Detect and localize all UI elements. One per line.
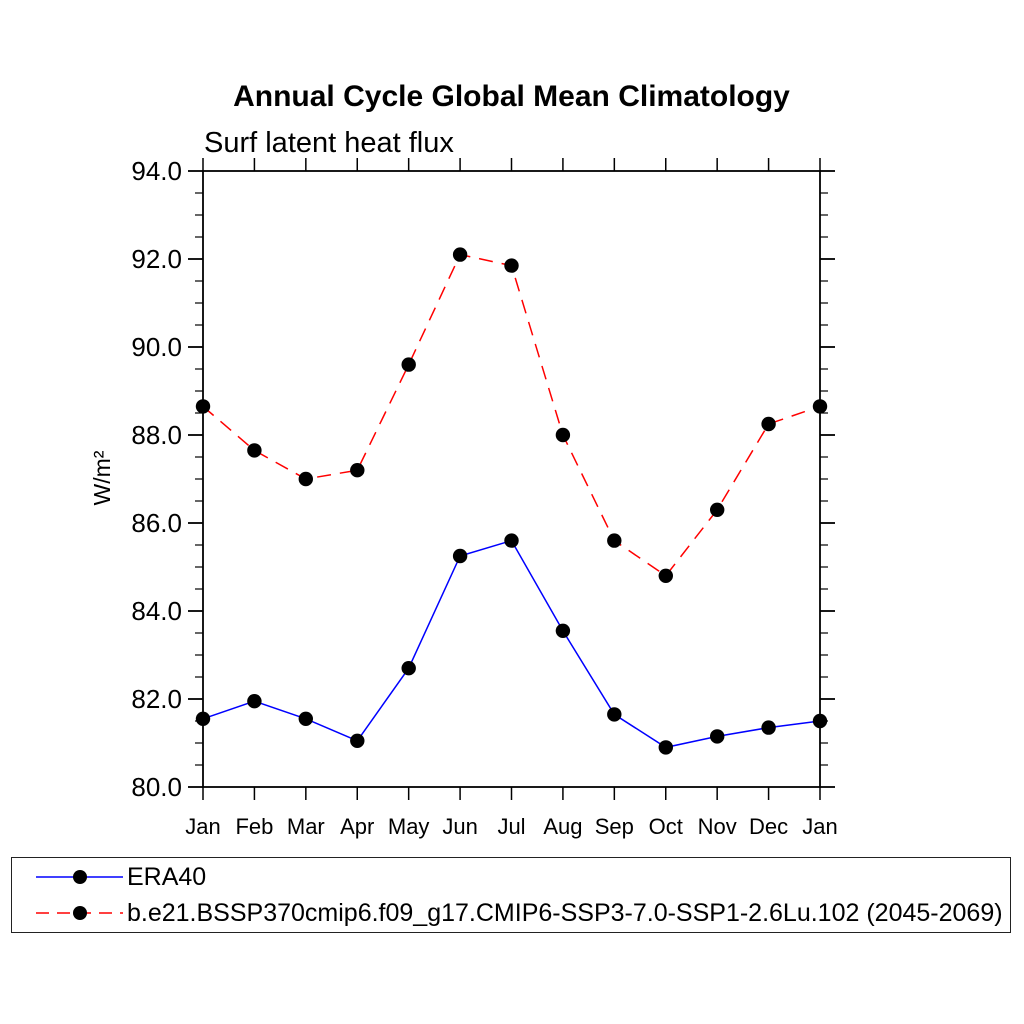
chart-title: Annual Cycle Global Mean Climatology	[233, 80, 790, 113]
x-axis-month-label: Nov	[698, 814, 737, 839]
data-point-marker	[452, 247, 468, 262]
y-axis-tick-label: 94.0	[131, 156, 182, 186]
x-axis-month-label: May	[388, 814, 430, 839]
data-point-marker	[761, 416, 776, 432]
y-axis-tick-label: 90.0	[131, 332, 182, 362]
x-axis-month-label: Jan	[802, 814, 837, 839]
data-point-marker	[350, 733, 365, 748]
data-point-marker	[658, 568, 673, 583]
chart-subtitle: Surf latent heat flux	[204, 127, 454, 159]
data-point-marker	[298, 711, 313, 726]
legend-item-era40: ERA40	[24, 863, 1010, 891]
data-point-marker	[710, 502, 725, 517]
data-point-marker	[710, 729, 725, 744]
data-point-marker	[401, 661, 416, 676]
legend-marker-icon	[73, 870, 87, 884]
data-point-marker	[401, 357, 416, 372]
y-axis-tick-label: 88.0	[131, 420, 182, 450]
data-point-marker	[247, 443, 262, 458]
x-axis-month-label: Jul	[497, 814, 525, 839]
legend: ERA40 b.e21.BSSP370cmip6.f09_g17.CMIP6-S…	[11, 857, 1011, 933]
data-point-marker	[452, 548, 468, 564]
y-axis-tick-label: 84.0	[131, 596, 182, 626]
data-point-marker	[555, 427, 571, 443]
x-axis-month-label: Apr	[340, 814, 374, 839]
x-axis-month-label: Dec	[749, 814, 788, 839]
data-point-marker	[350, 463, 365, 478]
data-point-marker	[658, 740, 673, 755]
data-point-marker	[607, 707, 622, 722]
series-0	[195, 533, 828, 755]
series-line	[202, 539, 821, 749]
x-axis-month-label: Aug	[543, 814, 582, 839]
data-point-marker	[761, 720, 776, 735]
data-point-marker	[504, 258, 519, 273]
data-point-marker	[298, 471, 313, 487]
data-point-marker	[195, 399, 211, 414]
data-point-marker	[607, 533, 622, 548]
x-axis-month-label: Sep	[595, 814, 634, 839]
data-point-marker	[504, 533, 519, 548]
plot-area: 80.0 82.0 84.0 86.0 88.0 90.0 92.0 94.0 Jan Feb Ma…	[131, 156, 837, 839]
y-axis-tick-label: 82.0	[131, 684, 182, 714]
legend-label-era40: ERA40	[127, 862, 207, 891]
x-axis-ticks	[202, 158, 821, 800]
y-axis-tick-label: 80.0	[131, 772, 182, 802]
data-point-marker	[195, 711, 211, 726]
series-line	[202, 253, 821, 577]
legend-line-sample-dashed	[36, 906, 123, 920]
legend-marker-icon	[73, 906, 87, 920]
x-axis-month-label: Feb	[235, 814, 273, 839]
y-axis-tick-label: 86.0	[131, 508, 182, 538]
legend-item-model: b.e21.BSSP370cmip6.f09_g17.CMIP6-SSP3-7.…	[24, 899, 1010, 927]
data-point-marker	[555, 623, 571, 638]
x-axis-month-label: Jun	[442, 814, 477, 839]
series-1	[195, 247, 828, 583]
x-axis-month-label: Jan	[185, 814, 220, 839]
legend-line-sample-solid	[36, 870, 123, 884]
y-axis-tick-label: 92.0	[131, 244, 182, 274]
legend-label-model: b.e21.BSSP370cmip6.f09_g17.CMIP6-SSP3-7.…	[127, 898, 1003, 927]
data-point-marker	[812, 399, 828, 414]
data-point-marker	[812, 713, 828, 729]
x-axis-tick-labels: Jan Feb Mar Apr May Jun Jul Aug Sep Oct Nov Dec Jan	[185, 814, 837, 839]
x-axis-month-label: Oct	[649, 814, 683, 839]
data-point-marker	[247, 694, 262, 709]
y-axis-tick-labels: 80.0 82.0 84.0 86.0 88.0 90.0 92.0 94.0	[131, 156, 182, 802]
x-axis-month-label: Mar	[287, 814, 325, 839]
